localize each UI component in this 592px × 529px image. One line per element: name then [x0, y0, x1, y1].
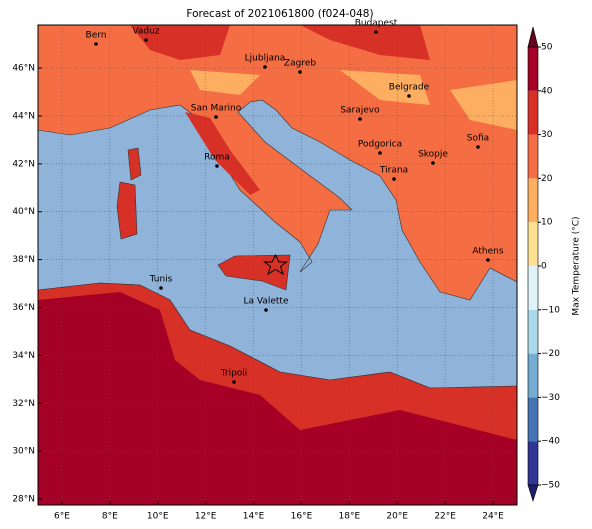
cool-patch	[190, 70, 517, 130]
colorbar-tick-label: 20	[541, 174, 553, 184]
city-marker	[159, 286, 163, 290]
city-marker	[94, 42, 98, 46]
city-marker	[263, 65, 267, 69]
colorbar-extend	[527, 484, 539, 503]
colorbar-swatch	[528, 353, 538, 398]
sardinia	[116, 181, 138, 240]
y-tick-label: 34°N	[12, 351, 35, 361]
colorbar-tick-label: −10	[541, 305, 560, 315]
city-marker	[378, 151, 382, 155]
city-label: Tripoli	[220, 369, 248, 379]
x-tick-label: 22°E	[434, 512, 456, 522]
y-tick-label: 40°N	[12, 207, 35, 217]
city-marker	[486, 258, 490, 262]
city-marker	[431, 161, 435, 165]
x-tick-label: 16°E	[291, 512, 313, 522]
colorbar-tick-label: −30	[541, 393, 560, 403]
colorbar-swatch	[528, 266, 538, 310]
map-frame	[37, 24, 518, 506]
colorbar-swatch	[528, 178, 538, 223]
city-label: Sofia	[467, 134, 489, 144]
y-tick-label: 38°N	[12, 255, 35, 265]
city-marker	[407, 94, 411, 98]
colorbar-swatch	[528, 222, 538, 266]
colorbar-tick-label: 0	[541, 262, 547, 272]
colorbar-swatch	[528, 90, 538, 135]
city-label: Tunis	[149, 275, 173, 285]
colorbar-swatch	[528, 397, 538, 442]
city-label: Roma	[204, 153, 230, 163]
city-label: Athens	[472, 247, 503, 257]
y-tick-label: 46°N	[12, 64, 35, 74]
x-tick-label: 24°E	[482, 512, 504, 522]
colorbar-label: Max Temperature (°C)	[572, 216, 582, 315]
colorbar-tick-label: 10	[541, 218, 553, 228]
y-tick-label: 30°N	[12, 447, 35, 457]
city-marker	[374, 30, 378, 34]
colorbar-tick-label: 40	[541, 86, 553, 96]
colorbar-swatch	[528, 441, 538, 485]
city-label: Sarajevo	[340, 106, 380, 116]
city-marker	[298, 70, 302, 74]
colorbar-tick-label: 50	[541, 43, 553, 53]
x-tick-label: 18°E	[339, 512, 361, 522]
y-tick-label: 44°N	[12, 111, 35, 121]
city-marker	[144, 38, 148, 42]
city-label: Belgrade	[389, 83, 430, 93]
warm-patch	[185, 112, 260, 195]
y-tick-label: 42°N	[12, 159, 35, 169]
city-label: Skopje	[418, 150, 448, 160]
colorbar-extend	[527, 26, 539, 48]
city-marker	[264, 308, 268, 312]
city-label: Ljubljana	[245, 54, 286, 64]
x-tick-label: 8°E	[102, 512, 118, 522]
warm-patch	[130, 25, 430, 60]
city-marker	[476, 145, 480, 149]
city-label: Vaduz	[132, 27, 159, 37]
colorbar-swatch	[528, 134, 538, 179]
map-title: Forecast of 2021061800 (f024-048)	[186, 8, 373, 20]
star-marker	[263, 253, 288, 276]
x-tick-label: 14°E	[243, 512, 265, 522]
colorbar-swatch	[528, 309, 538, 354]
city-marker	[232, 380, 236, 384]
colorbar-tick-label: −50	[541, 481, 560, 491]
x-tick-label: 6°E	[54, 512, 70, 522]
city-marker	[392, 177, 396, 181]
city-label: San Marino	[191, 104, 242, 114]
y-tick-label: 36°N	[12, 303, 35, 313]
x-tick-label: 20°E	[386, 512, 408, 522]
city-label: Zagreb	[284, 59, 316, 69]
city-marker	[358, 117, 362, 121]
sicily	[217, 254, 291, 291]
city-marker	[215, 164, 219, 168]
city-label: Bern	[86, 31, 107, 41]
city-label: Podgorica	[358, 140, 402, 150]
x-tick-label: 12°E	[195, 512, 217, 522]
colorbar-tick-label: 30	[541, 130, 553, 140]
y-tick-label: 28°N	[12, 495, 35, 505]
city-label: La Valette	[244, 297, 289, 307]
y-tick-label: 32°N	[12, 399, 35, 409]
colorbar-tick-label: −40	[541, 437, 560, 447]
colorbar-tick-label: −20	[541, 349, 560, 359]
city-label: Tirana	[379, 166, 408, 176]
city-marker	[214, 115, 218, 119]
x-tick-label: 10°E	[147, 512, 169, 522]
city-label: Budapest	[355, 19, 398, 29]
colorbar-swatch	[528, 47, 538, 91]
